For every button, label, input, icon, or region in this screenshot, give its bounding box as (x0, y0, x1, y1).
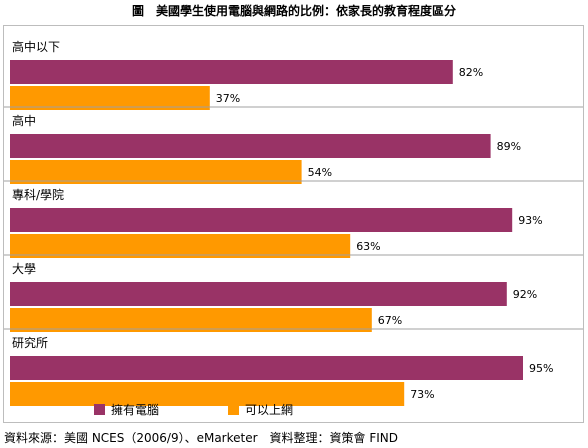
category-label: 高中以下 (12, 39, 60, 54)
source-note: 資料來源：美國 NCES（2006/9）、eMarketer 資料整理：資策會 … (4, 431, 399, 445)
category-label: 高中 (12, 113, 36, 128)
bar-internet (10, 382, 405, 406)
legend-swatch (228, 404, 239, 415)
legend-label: 擁有電腦 (111, 402, 159, 417)
category-label: 研究所 (12, 335, 48, 350)
bar-computer (10, 60, 453, 84)
value-label-internet: 54% (308, 166, 332, 179)
bar-computer (10, 356, 523, 380)
bar-internet (10, 308, 372, 332)
value-label-computer: 92% (513, 288, 537, 301)
value-label-internet: 63% (356, 240, 380, 253)
value-label-internet: 37% (216, 92, 240, 105)
value-label-internet: 67% (378, 314, 402, 327)
bar-internet (10, 160, 302, 184)
legend-swatch (94, 404, 105, 415)
bar-computer (10, 134, 491, 158)
value-label-computer: 82% (459, 66, 483, 79)
category-label: 大學 (12, 262, 36, 276)
category-label: 專科/學院 (12, 188, 64, 202)
value-label-computer: 93% (518, 214, 542, 227)
chart-title: 圖 美國學生使用電腦與網路的比例：依家長的教育程度區分 (131, 4, 456, 18)
chart-container: 高中以下 82% 37% 高中 89% 54% 專科/學院 93% 63% 大學 92% 67% 研究所… (3, 25, 584, 423)
bar-internet (10, 234, 351, 258)
bar-chart: 高中以下 82% 37% 高中 89% 54% 專科/學院 93% 63% 大學 92% 67% 研究所… (4, 39, 583, 417)
bar-computer (10, 282, 507, 306)
bar-computer (10, 208, 513, 232)
bar-internet (10, 86, 210, 110)
legend-label: 可以上網 (245, 403, 293, 417)
value-label-computer: 95% (529, 362, 553, 375)
value-label-internet: 73% (410, 388, 434, 401)
value-label-computer: 89% (497, 140, 521, 153)
